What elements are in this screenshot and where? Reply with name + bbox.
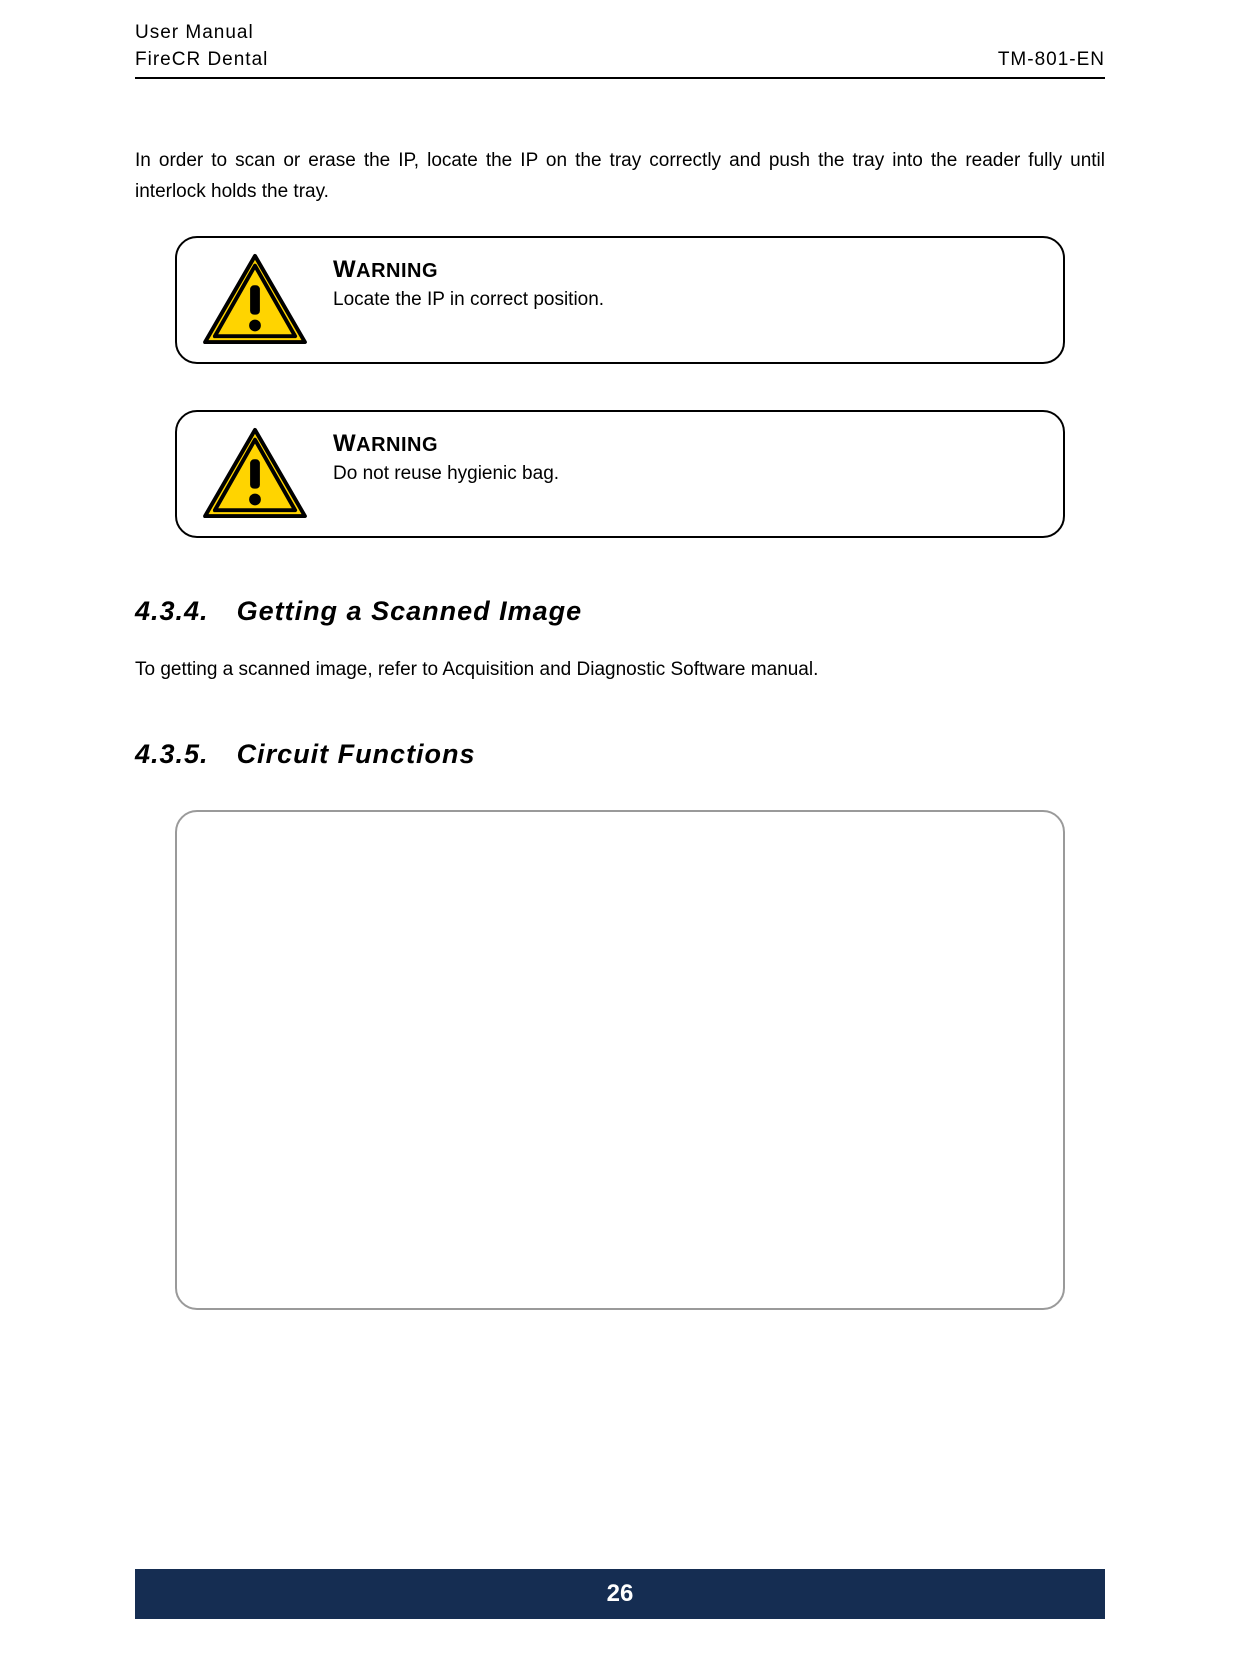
header-row: FireCR Dental TM-801-EN: [135, 49, 1105, 79]
page-content: In order to scan or erase the IP, locate…: [135, 145, 1105, 1310]
section-number: 4.3.5.: [135, 739, 209, 770]
section-heading-434: 4.3.4. Getting a Scanned Image: [135, 596, 1105, 627]
page-footer: 26: [135, 1569, 1105, 1619]
header-doc-type: User Manual: [135, 22, 1105, 44]
warning-body-2: Do not reuse hygienic bag.: [333, 463, 559, 485]
intro-paragraph: In order to scan or erase the IP, locate…: [135, 145, 1105, 208]
warning-triangle-icon: [201, 252, 309, 346]
warning-title-2: WARNING: [333, 430, 559, 458]
header-doc-code: TM-801-EN: [998, 49, 1105, 71]
section-title: Getting a Scanned Image: [237, 596, 583, 626]
warning-text-1: WARNING Locate the IP in correct positio…: [333, 252, 604, 311]
page-number: 26: [607, 1580, 634, 1608]
section-heading-435: 4.3.5. Circuit Functions: [135, 739, 1105, 770]
circuit-figure-box: [175, 810, 1065, 1310]
section-number: 4.3.4.: [135, 596, 209, 627]
warning-triangle-icon: [201, 426, 309, 520]
warning-text-2: WARNING Do not reuse hygienic bag.: [333, 426, 559, 485]
warning-box-1: WARNING Locate the IP in correct positio…: [175, 236, 1065, 364]
warning-title-1: WARNING: [333, 256, 604, 284]
section-body-434: To getting a scanned image, refer to Acq…: [135, 659, 1105, 681]
warning-box-2: WARNING Do not reuse hygienic bag.: [175, 410, 1065, 538]
page-header: User Manual FireCR Dental TM-801-EN: [135, 22, 1105, 79]
warning-body-1: Locate the IP in correct position.: [333, 289, 604, 311]
header-product: FireCR Dental: [135, 49, 268, 71]
section-title: Circuit Functions: [237, 739, 476, 769]
